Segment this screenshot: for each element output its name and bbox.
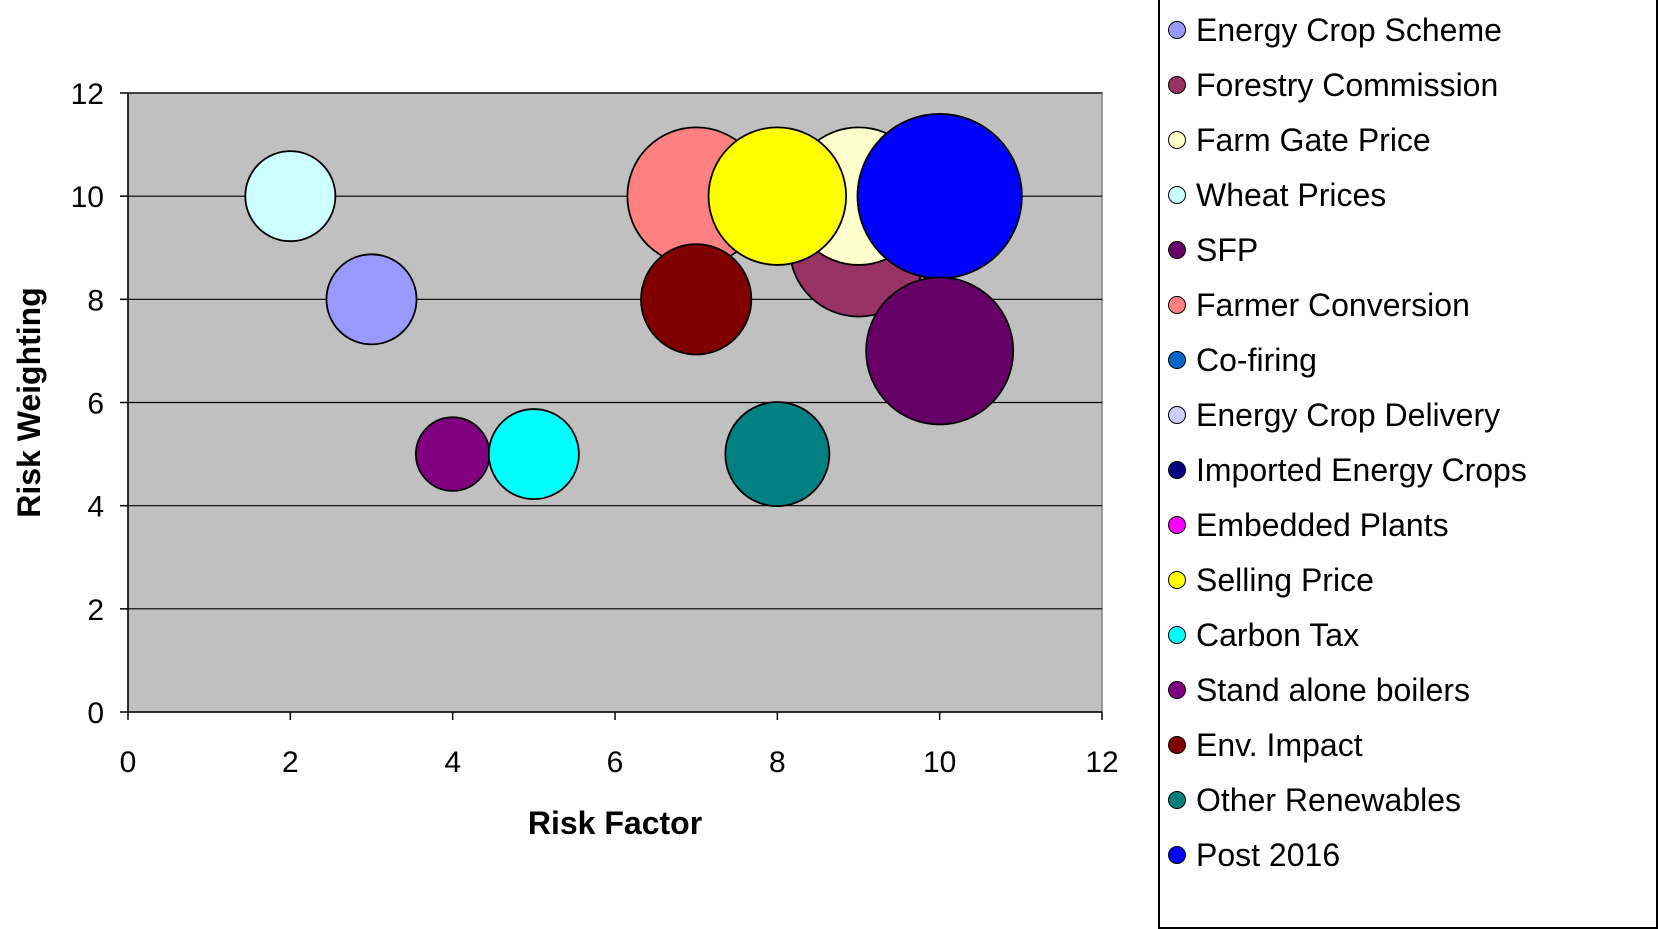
legend-marker — [1168, 791, 1186, 809]
legend-label: Forestry Commission — [1196, 66, 1499, 103]
bubble-carbon-tax — [487, 408, 580, 501]
bubble-wheat-prices — [244, 150, 337, 243]
y-tick-label: 0 — [87, 697, 104, 730]
bubble-sfp — [865, 276, 1015, 426]
legend-marker — [1168, 736, 1186, 754]
legend-marker — [1168, 406, 1186, 424]
legend-marker — [1168, 76, 1186, 94]
legend-label: SFP — [1196, 231, 1259, 268]
bubble-chart: 0 2 4 6 8 10 12 0 2 4 6 8 10 12 Risk Factor Risk Weig… — [11, 78, 1119, 841]
legend-item-env-impact: Env. Impact — [1168, 725, 1363, 765]
legend-marker — [1168, 461, 1186, 479]
bubble-other-renewables — [724, 401, 831, 507]
legend-marker — [1168, 571, 1186, 589]
legend-marker — [1168, 21, 1186, 39]
legend-item-imported-energy-crops: Imported Energy Crops — [1168, 450, 1527, 490]
legend-item-energy-crop-scheme: Energy Crop Scheme — [1168, 10, 1502, 50]
legend-marker — [1168, 846, 1186, 864]
legend-label: Stand alone boilers — [1196, 671, 1470, 708]
legend-marker — [1168, 241, 1186, 259]
legend-marker — [1168, 131, 1186, 149]
legend-label: Wheat Prices — [1196, 176, 1387, 213]
legend-item-farmer-conversion: Farmer Conversion — [1168, 285, 1470, 325]
legend-item-forestry-commission: Forestry Commission — [1168, 65, 1498, 105]
bubble-selling-price — [707, 126, 848, 266]
legend-item-sfp: SFP — [1168, 230, 1258, 270]
legend-item-wheat-prices: Wheat Prices — [1168, 175, 1386, 215]
bubble-env-impact — [640, 243, 753, 356]
y-tick-label: 4 — [87, 491, 104, 524]
legend-label: Energy Crop Delivery — [1196, 396, 1501, 433]
x-tick-label: 0 — [120, 746, 137, 779]
legend-label: Selling Price — [1196, 561, 1374, 598]
axes: 0 2 4 6 8 10 12 0 2 4 6 8 10 12 — [71, 78, 1119, 779]
legend-label: Farm Gate Price — [1196, 121, 1431, 158]
x-axis-title: Risk Factor — [528, 805, 702, 841]
legend-label: Other Renewables — [1196, 781, 1462, 818]
legend-marker — [1168, 681, 1186, 699]
legend-item-stand-alone-boilers: Stand alone boilers — [1168, 670, 1470, 710]
legend-item-selling-price: Selling Price — [1168, 560, 1374, 600]
legend-label: Embedded Plants — [1196, 506, 1449, 543]
x-tick-label: 12 — [1085, 746, 1118, 779]
bubbles — [244, 113, 1023, 507]
legend-item-carbon-tax: Carbon Tax — [1168, 615, 1359, 655]
legend-marker — [1168, 351, 1186, 369]
legend-label: Carbon Tax — [1196, 616, 1360, 653]
legend-marker — [1168, 296, 1186, 314]
y-axis-title: Risk Weighting — [11, 287, 47, 518]
legend-label: Energy Crop Scheme — [1196, 11, 1502, 48]
legend-item-farm-gate-price: Farm Gate Price — [1168, 120, 1431, 160]
x-tick-label: 6 — [607, 746, 624, 779]
bubble-stand-alone-boilers — [414, 416, 491, 492]
x-tick-label: 8 — [769, 746, 786, 779]
legend-label: Farmer Conversion — [1196, 286, 1470, 323]
bubble-post-2016 — [856, 113, 1023, 280]
legend-item-energy-crop-delivery: Energy Crop Delivery — [1168, 395, 1500, 435]
y-tick-label: 8 — [87, 284, 104, 317]
y-tick-label: 2 — [87, 594, 104, 627]
legend-item-other-renewables: Other Renewables — [1168, 780, 1461, 820]
x-tick-label: 4 — [444, 746, 461, 779]
y-tick-label: 12 — [71, 78, 104, 111]
x-tick-label: 2 — [282, 746, 299, 779]
x-tick-label: 10 — [923, 746, 956, 779]
legend: Energy Crop Scheme Forestry Commission Far… — [1158, 0, 1658, 929]
legend-label: Imported Energy Crops — [1196, 451, 1527, 488]
legend-label: Co-firing — [1196, 341, 1317, 378]
y-tick-label: 6 — [87, 388, 104, 421]
legend-marker — [1168, 516, 1186, 534]
bubble-energy-crop-scheme — [325, 253, 418, 346]
legend-item-post-2016: Post 2016 — [1168, 835, 1340, 875]
legend-label: Post 2016 — [1196, 836, 1341, 873]
y-tick-label: 10 — [71, 181, 104, 214]
legend-item-embedded-plants: Embedded Plants — [1168, 505, 1449, 545]
legend-item-co-firing: Co-firing — [1168, 340, 1317, 380]
legend-marker — [1168, 626, 1186, 644]
legend-label: Env. Impact — [1196, 726, 1363, 763]
legend-marker — [1168, 186, 1186, 204]
